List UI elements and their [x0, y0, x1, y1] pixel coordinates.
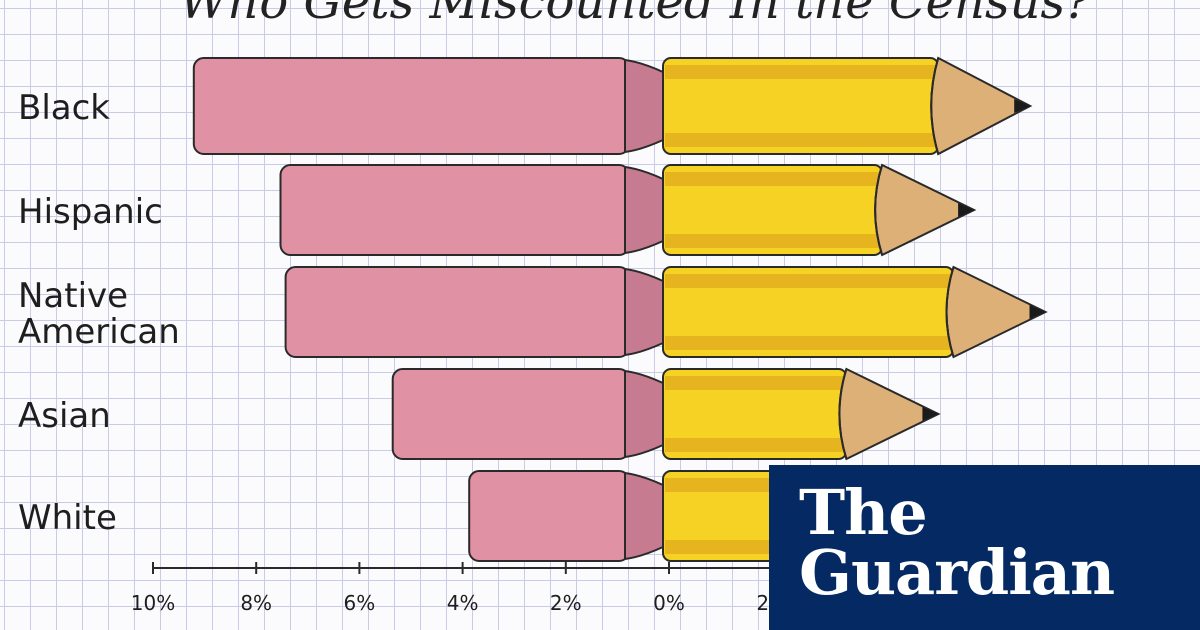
category-label: Native	[18, 276, 128, 316]
category-label: Black	[18, 88, 110, 128]
eraser-bar	[279, 164, 664, 256]
eraser-bar	[468, 470, 664, 562]
category-label: Asian	[18, 396, 111, 436]
eraser-bar	[192, 57, 664, 155]
pencil-bar	[662, 367, 941, 461]
category-label: White	[18, 498, 117, 538]
category-label: Hispanic	[18, 192, 163, 232]
logo-line-2: Guardian	[799, 536, 1115, 609]
eraser-bar	[391, 368, 664, 460]
eraser-bar	[284, 266, 664, 358]
x-tick-label: 8%	[240, 591, 272, 615]
pencil-bar	[662, 265, 1048, 359]
category-label: American	[18, 312, 180, 352]
chart-title: Who Gets Miscounted In the Census?	[179, 0, 1091, 30]
x-tick-label: 4%	[447, 591, 479, 615]
x-tick-label: 2%	[550, 591, 582, 615]
pencil-bar	[662, 163, 977, 257]
x-tick-label: 0%	[653, 591, 685, 615]
x-tick-label: 6%	[344, 591, 376, 615]
x-tick-label: 10%	[131, 591, 175, 615]
guardian-logo: The Guardian	[769, 465, 1200, 630]
logo-line-1: The	[799, 476, 928, 549]
pencil-bar	[662, 56, 1033, 156]
